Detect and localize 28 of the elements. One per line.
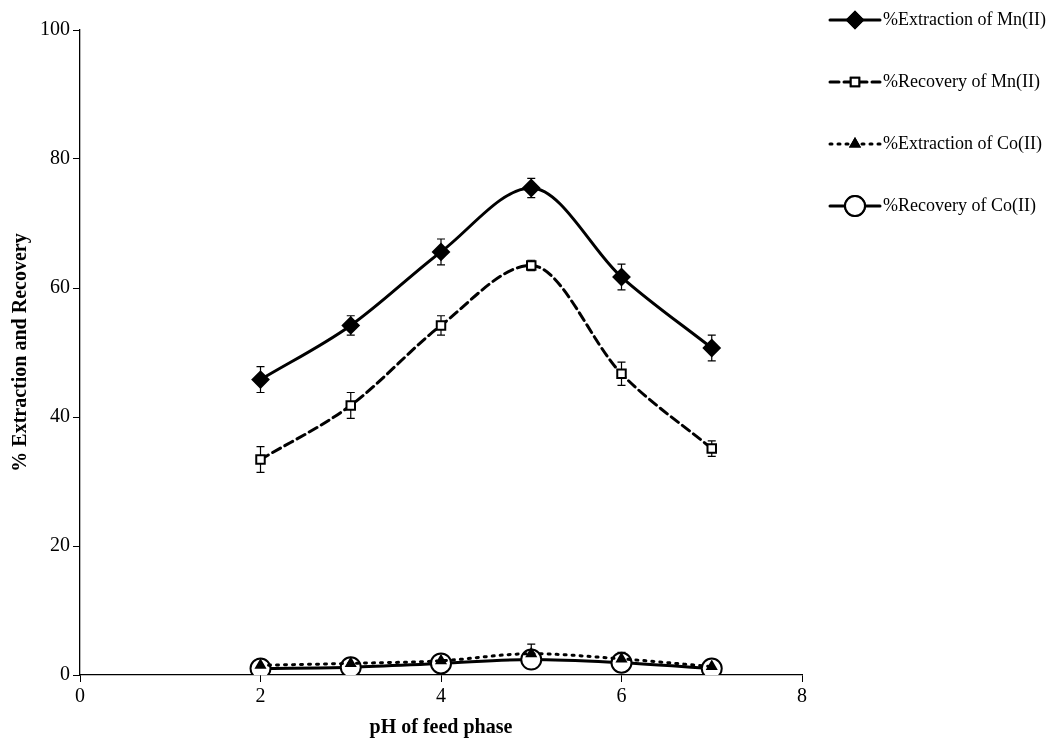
- x-tick-label: 6: [616, 684, 627, 707]
- y-tick-label: 60: [50, 275, 70, 298]
- legend-label: %Extraction of Co(II): [883, 132, 1042, 154]
- point: [522, 179, 541, 198]
- x-tick-label: 0: [75, 684, 85, 707]
- x-tick-label: 2: [255, 684, 266, 707]
- x-axis-title: pH of feed phase: [369, 715, 513, 739]
- y-tick-label: 0: [60, 662, 70, 685]
- legend-label: %Recovery of Mn(II): [883, 70, 1040, 92]
- point: [616, 368, 627, 380]
- point: [251, 370, 270, 389]
- point: [612, 268, 631, 287]
- point: [435, 320, 447, 331]
- point: [432, 242, 450, 261]
- y-tick-label: 100: [40, 17, 70, 40]
- x-tick-label: 8: [797, 684, 807, 707]
- point: [702, 338, 721, 357]
- y-tick-label: 80: [50, 146, 70, 169]
- legend-label: %Recovery of Co(II): [883, 194, 1036, 216]
- y-axis-title: % Extraction and Recovery: [8, 233, 32, 472]
- point: [345, 400, 356, 411]
- y-tick-label: 40: [50, 404, 70, 427]
- point: [255, 454, 266, 465]
- point: [341, 316, 360, 335]
- y-tick-label: 20: [50, 533, 70, 556]
- legend-label: %Extraction of Mn(II): [883, 8, 1046, 30]
- point: [525, 647, 537, 658]
- x-tick-label: 4: [436, 684, 446, 707]
